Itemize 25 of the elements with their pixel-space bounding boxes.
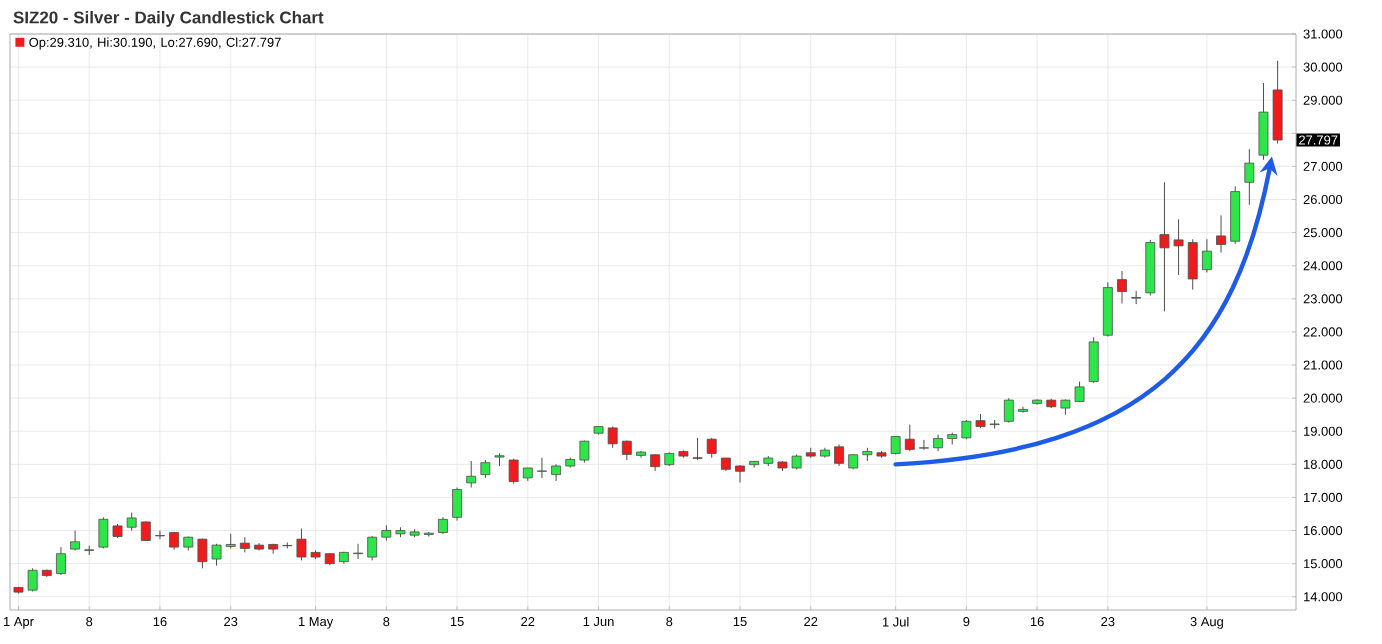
candlestick: [706, 437, 717, 459]
candlestick: [1003, 397, 1014, 424]
candlestick: [508, 458, 519, 485]
candlestick: [1018, 406, 1028, 414]
candlestick: [1216, 214, 1226, 253]
candlestick: [919, 439, 929, 451]
candlestick: [353, 543, 363, 560]
candlestick: [1117, 270, 1127, 304]
chart-title: SIZ20 - Silver - Daily Candlestick Chart: [13, 11, 324, 27]
candlestick: [834, 443, 844, 467]
candlestick: [735, 464, 745, 484]
candlestick: [1244, 148, 1255, 206]
candlestick: [56, 546, 66, 576]
candlestick: [904, 424, 915, 452]
candlestick: [367, 535, 378, 561]
candlestick: [537, 457, 547, 479]
candlestick: [1131, 290, 1142, 305]
candlestick: [1088, 336, 1099, 384]
candlestick: [1102, 281, 1113, 338]
candlestick: [1187, 238, 1198, 291]
candlestick: [466, 460, 477, 489]
candlestick: [692, 437, 703, 461]
candlestick: [239, 536, 250, 553]
candlestick: [1201, 238, 1212, 273]
candlestick: [452, 487, 462, 522]
